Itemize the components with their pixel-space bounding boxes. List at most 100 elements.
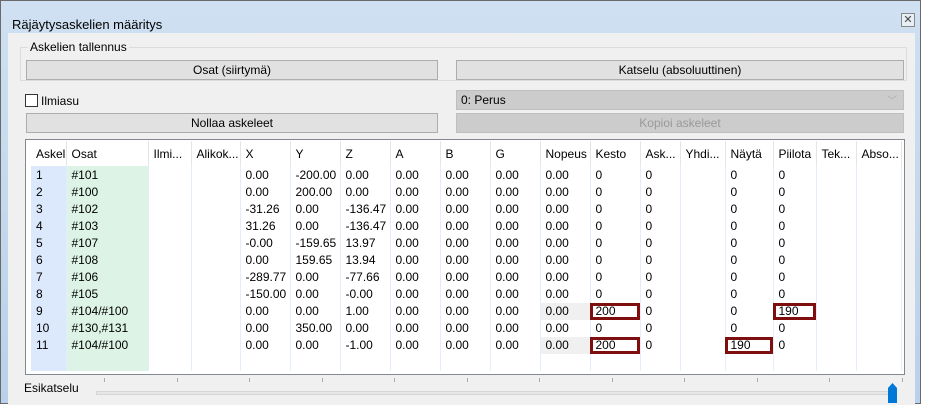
table-row[interactable]: 7 #106 -289.77 0.00 -77.66 0.00 0.00 0.00 0.00 0 0… [31, 268, 902, 286]
table-cell[interactable]: 11 [31, 336, 67, 355]
table-cell[interactable] [856, 183, 902, 201]
table-cell[interactable]: -289.77 [240, 268, 291, 286]
table-row[interactable]: 2 #100 0.00 200.00 0.00 0.00 0.00 0.00 0.00 0 0 0 0 [31, 183, 902, 201]
table-cell[interactable]: 0.00 [390, 319, 441, 337]
table-cell[interactable]: 0.00 [490, 166, 541, 184]
table-cell[interactable]: #130,#131 [66, 319, 149, 337]
table-cell[interactable]: 0 [725, 251, 774, 269]
table-cell[interactable]: 6 [31, 251, 67, 269]
steps-table[interactable]: Askel Osat Ilmi... Alikok... X Y Z A B G Nopeus Kes… [25, 139, 905, 375]
table-cell[interactable]: -0.00 [340, 285, 391, 303]
appearance-checkbox[interactable] [25, 94, 38, 107]
table-cell[interactable]: 0.00 [240, 166, 291, 184]
table-cell[interactable]: 200.00 [290, 183, 341, 201]
table-cell[interactable]: 0.00 [540, 183, 591, 201]
table-cell[interactable]: -1.00 [340, 336, 391, 355]
table-cell[interactable]: 0 [640, 200, 681, 218]
table-cell[interactable]: 0 [773, 217, 817, 235]
table-cell[interactable]: 0.00 [340, 183, 391, 201]
column-header[interactable]: Yhdi... [680, 141, 726, 166]
column-header[interactable]: Alikok... [191, 141, 241, 166]
table-cell[interactable]: -136.47 [340, 200, 391, 218]
table-cell[interactable]: 0 [773, 336, 817, 355]
column-header[interactable]: G [490, 141, 541, 166]
table-cell[interactable]: 13.94 [340, 251, 391, 269]
table-cell[interactable]: 0.00 [440, 183, 491, 201]
table-cell[interactable]: 13.97 [340, 234, 391, 252]
table-cell[interactable]: 0 [725, 234, 774, 252]
table-cell[interactable]: 0.00 [390, 336, 441, 355]
table-cell[interactable] [856, 251, 902, 269]
table-cell[interactable]: 2 [31, 183, 67, 201]
table-cell[interactable]: 0 [773, 268, 817, 286]
table-cell[interactable] [856, 166, 902, 184]
table-cell[interactable]: #107 [66, 234, 149, 252]
table-cell[interactable]: 190 [773, 302, 817, 320]
table-cell[interactable] [816, 285, 857, 303]
table-cell[interactable]: 0.00 [440, 285, 491, 303]
table-cell[interactable] [816, 217, 857, 235]
column-header[interactable]: Tek... [816, 141, 857, 166]
table-cell[interactable] [680, 183, 726, 201]
table-cell[interactable] [191, 234, 241, 252]
table-cell[interactable]: 10 [31, 319, 67, 337]
table-cell[interactable]: 0.00 [540, 251, 591, 269]
table-cell[interactable] [680, 319, 726, 337]
table-cell[interactable]: 0 [725, 268, 774, 286]
table-cell[interactable]: 0 [773, 251, 817, 269]
table-cell[interactable]: 0.00 [540, 217, 591, 235]
table-cell[interactable] [148, 200, 192, 218]
column-header[interactable]: Näytä [725, 141, 774, 166]
table-row[interactable]: 5 #107 -0.00 -159.65 13.97 0.00 0.00 0.00 0.00 0 0… [31, 234, 902, 252]
table-cell[interactable]: 0 [640, 336, 681, 355]
table-cell[interactable]: 0.00 [440, 217, 491, 235]
table-cell[interactable]: 1.00 [340, 302, 391, 320]
table-row[interactable]: 3 #102 -31.26 0.00 -136.47 0.00 0.00 0.00 0.00 0 0… [31, 200, 902, 218]
table-cell[interactable] [148, 166, 192, 184]
table-cell[interactable]: 0.00 [540, 336, 591, 355]
table-cell[interactable]: 0 [773, 234, 817, 252]
table-cell[interactable]: 8 [31, 285, 67, 303]
table-cell[interactable] [191, 336, 241, 355]
table-cell[interactable] [148, 336, 192, 355]
table-cell[interactable]: -31.26 [240, 200, 291, 218]
table-cell[interactable]: 0.00 [390, 217, 441, 235]
table-cell[interactable] [148, 319, 192, 337]
table-cell[interactable]: 0 [640, 285, 681, 303]
table-cell[interactable]: 0 [773, 166, 817, 184]
table-cell[interactable]: 0 [590, 183, 641, 201]
column-header[interactable]: Piilota [773, 141, 817, 166]
table-cell[interactable]: 0.00 [240, 251, 291, 269]
table-cell[interactable]: 0 [725, 166, 774, 184]
table-cell[interactable]: #106 [66, 268, 149, 286]
table-cell[interactable]: 0 [640, 319, 681, 337]
table-cell[interactable]: #108 [66, 251, 149, 269]
table-cell[interactable] [148, 268, 192, 286]
table-cell[interactable]: 0.00 [490, 319, 541, 337]
table-cell[interactable]: 0 [590, 319, 641, 337]
table-cell[interactable] [816, 166, 857, 184]
table-cell[interactable]: 0 [590, 200, 641, 218]
table-cell[interactable] [816, 319, 857, 337]
table-cell[interactable]: 0.00 [490, 285, 541, 303]
table-cell[interactable] [680, 251, 726, 269]
column-header[interactable]: Nopeus [540, 141, 591, 166]
table-cell[interactable]: 0.00 [490, 234, 541, 252]
table-cell[interactable]: #102 [66, 200, 149, 218]
table-cell[interactable]: 0.00 [440, 234, 491, 252]
table-cell[interactable]: 0 [725, 217, 774, 235]
table-cell[interactable] [856, 200, 902, 218]
table-cell[interactable] [680, 217, 726, 235]
column-header[interactable]: Kesto [590, 141, 641, 166]
table-cell[interactable]: 0.00 [240, 302, 291, 320]
table-cell[interactable]: 0.00 [390, 285, 441, 303]
table-cell[interactable]: 0.00 [540, 234, 591, 252]
table-cell[interactable] [148, 251, 192, 269]
table-cell[interactable] [856, 217, 902, 235]
column-header[interactable]: Abso... [856, 141, 902, 166]
table-cell[interactable] [191, 217, 241, 235]
table-cell[interactable] [680, 268, 726, 286]
column-header[interactable]: Ilmi... [148, 141, 192, 166]
table-cell[interactable]: 0.00 [290, 217, 341, 235]
table-cell[interactable]: 0 [640, 183, 681, 201]
